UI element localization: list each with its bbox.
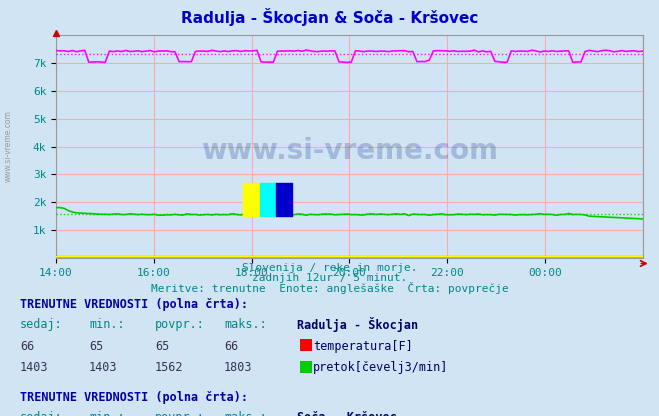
Text: temperatura[F]: temperatura[F] [313,339,413,353]
Text: pretok[čevelj3/min]: pretok[čevelj3/min] [313,361,448,374]
Text: 65: 65 [155,339,169,353]
Text: TRENUTNE VREDNOSTI (polna črta):: TRENUTNE VREDNOSTI (polna črta): [20,391,248,404]
Text: www.si-vreme.com: www.si-vreme.com [201,137,498,165]
Text: 1803: 1803 [224,361,252,374]
Text: www.si-vreme.com: www.si-vreme.com [3,110,13,181]
Text: maks.:: maks.: [224,318,267,331]
Text: povpr.:: povpr.: [155,318,205,331]
Text: povpr.:: povpr.: [155,411,205,416]
Text: 66: 66 [20,339,34,353]
Text: min.:: min.: [89,318,125,331]
Text: maks.:: maks.: [224,411,267,416]
Text: 66: 66 [224,339,239,353]
Text: 1403: 1403 [89,361,117,374]
Text: 1562: 1562 [155,361,183,374]
Text: sedaj:: sedaj: [20,411,63,416]
Text: 1403: 1403 [20,361,48,374]
Text: zadnjih 12ur / 5 minut.: zadnjih 12ur / 5 minut. [252,273,407,283]
Text: Radulja - Škocjan: Radulja - Škocjan [297,317,418,332]
Text: sedaj:: sedaj: [20,318,63,331]
Text: 65: 65 [89,339,103,353]
Text: Soča - Kršovec: Soča - Kršovec [297,411,396,416]
Text: Slovenija / reke in morje.: Slovenija / reke in morje. [242,263,417,273]
Text: Radulja - Škocjan & Soča - Kršovec: Radulja - Škocjan & Soča - Kršovec [181,8,478,27]
Text: Meritve: trenutne  Enote: anglešaške  Črta: povprečje: Meritve: trenutne Enote: anglešaške Črta… [151,282,508,294]
Text: min.:: min.: [89,411,125,416]
Text: TRENUTNE VREDNOSTI (polna črta):: TRENUTNE VREDNOSTI (polna črta): [20,298,248,311]
